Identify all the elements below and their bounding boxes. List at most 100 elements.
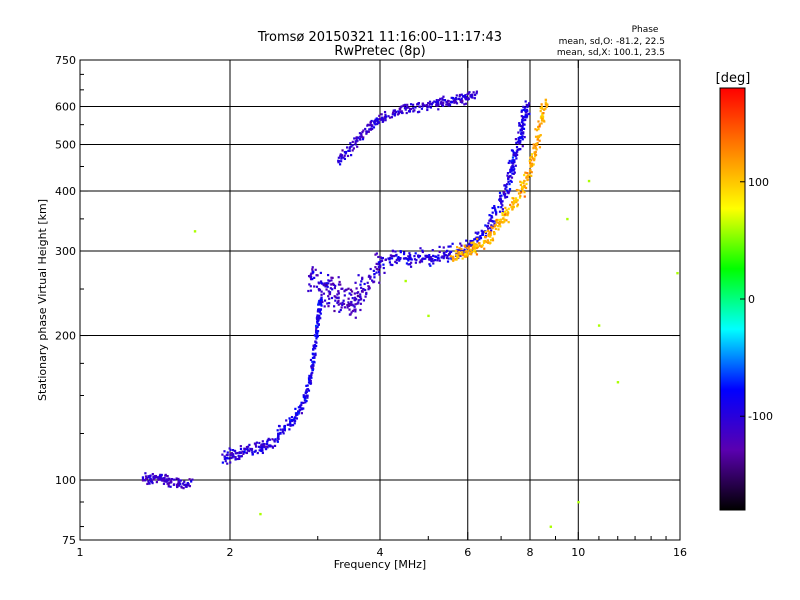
data-point [453,98,456,101]
data-point [305,390,308,394]
data-point [481,230,484,233]
data-point [521,118,524,121]
colorbar: 100 0 -100 [719,87,773,511]
data-point [362,136,365,139]
data-point [480,245,483,248]
data-point [497,205,500,209]
data-point [357,294,360,297]
data-point [504,187,507,190]
data-point [526,114,529,117]
data-point [277,432,280,435]
data-point [316,315,319,318]
data-point [266,439,269,442]
data-point [488,219,491,222]
data-point [530,156,533,159]
data-point [459,98,462,101]
data-point [521,125,524,128]
data-point [253,442,257,445]
data-point [472,91,475,94]
data-point [466,98,469,101]
data-point [373,272,376,276]
data-point [457,256,460,259]
data-point [337,290,340,293]
data-point [146,482,149,486]
data-point [458,250,461,254]
data-point [383,110,387,114]
data-point [314,324,318,328]
data-point [332,282,335,285]
data-point [229,461,232,464]
data-point [597,324,601,327]
data-point [493,206,496,209]
data-point [342,302,346,305]
data-point [251,453,254,456]
data-point [380,113,383,116]
data-point [305,389,308,392]
data-point [285,419,288,422]
data-point [347,301,350,304]
data-point [394,254,397,257]
data-point [519,136,522,139]
data-point [430,260,433,263]
data-point [319,312,322,315]
x-tick-label: 2 [227,546,234,559]
data-point [534,135,538,138]
data-point [523,184,526,188]
data-point [457,97,460,101]
data-point [317,281,320,284]
data-point [347,297,350,300]
data-point [522,189,525,192]
data-point [499,199,502,203]
data-point [466,250,470,253]
data-point [540,115,543,118]
data-point [351,144,354,147]
data-point [540,122,543,125]
data-point [239,447,243,451]
data-point [453,99,457,103]
data-point [543,108,546,111]
data-point [407,106,410,109]
data-point [377,271,381,274]
data-point [491,237,494,240]
data-point [455,102,459,105]
y-axis-label: Stationary phase Virtual Height [km] [36,199,49,401]
data-point [462,254,465,257]
data-point [498,191,502,195]
data-point [470,253,473,256]
data-point [261,451,264,455]
data-point [236,451,239,455]
data-point [416,111,420,114]
data-point [525,176,528,179]
data-point [500,200,503,204]
data-point [261,440,264,443]
data-point [350,154,353,157]
data-point [418,254,422,258]
data-point [348,147,351,150]
data-point [522,182,525,185]
data-point [267,444,270,447]
data-point [311,266,314,269]
data-point [544,103,547,106]
data-point [382,118,385,121]
data-point [412,103,415,106]
data-point [327,279,330,282]
data-point [290,418,293,422]
data-point [188,478,191,481]
data-point [506,171,510,175]
data-point [283,428,286,431]
data-point [427,314,430,318]
data-point [328,292,332,296]
data-point [322,284,326,287]
data-point [445,100,448,104]
data-point [421,258,424,261]
data-point [230,456,233,460]
data-point [498,198,501,201]
data-point [316,330,319,333]
data-point [319,317,322,320]
data-point [533,151,536,155]
data-point [541,107,544,110]
data-point [406,103,409,106]
data-point [491,226,494,230]
data-point [393,114,396,117]
data-point [288,417,291,420]
